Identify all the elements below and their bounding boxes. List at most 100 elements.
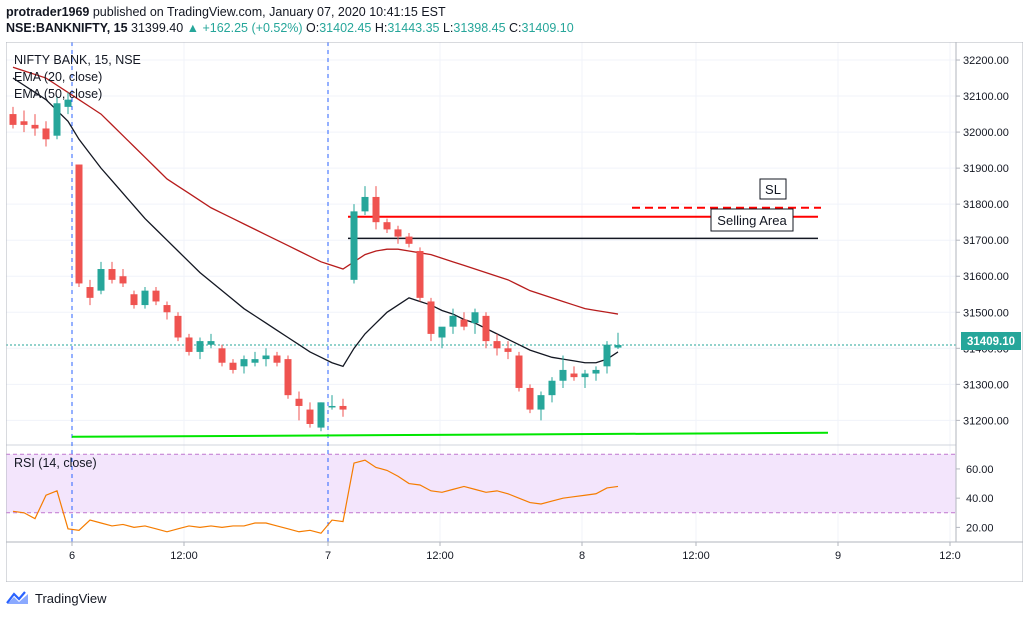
candle-body xyxy=(131,294,138,305)
y-tick-label: 31900.00 xyxy=(963,163,1009,175)
candle-body xyxy=(153,291,160,302)
candle-body xyxy=(494,341,501,348)
sl-annotation[interactable]: SL xyxy=(760,179,786,199)
candle-body xyxy=(296,399,303,406)
candle-up xyxy=(351,204,358,283)
candle-body xyxy=(395,229,402,236)
publish-header: protrader1969 published on TradingView.c… xyxy=(6,4,574,36)
symbol-quote-line: NSE:BANKNIFTY, 15 31399.40 ▲ +162.25 (+0… xyxy=(6,20,574,36)
candle-body xyxy=(483,316,490,341)
x-tick-label: 12:0 xyxy=(939,550,960,562)
candle-body xyxy=(208,341,215,345)
candle-body xyxy=(142,291,149,305)
candle-body xyxy=(98,269,105,291)
chart-container[interactable]: 31200.0031300.0031400.0031500.0031600.00… xyxy=(6,42,1023,587)
x-tick-label: 12:00 xyxy=(170,550,198,562)
y-tick-label: 32000.00 xyxy=(963,127,1009,139)
y-tick-label: 31500.00 xyxy=(963,307,1009,319)
selling-area-text: Selling Area xyxy=(717,213,787,228)
candle-body xyxy=(461,319,468,326)
x-tick-label: 8 xyxy=(579,550,585,562)
y-tick-label: 31700.00 xyxy=(963,235,1009,247)
candle-body xyxy=(527,388,534,410)
legend-title: NIFTY BANK, 15, NSE xyxy=(14,53,141,67)
candle-body xyxy=(373,197,380,222)
y-tick-label: 32100.00 xyxy=(963,91,1009,103)
candle-body xyxy=(351,211,358,279)
candle-body xyxy=(582,374,589,378)
candle-body xyxy=(340,406,347,410)
legend-ema20: EMA (20, close) xyxy=(14,70,102,84)
candle-body xyxy=(10,114,17,125)
candle-body xyxy=(32,125,39,129)
candle-down xyxy=(76,165,83,288)
candle-body xyxy=(428,301,435,333)
candle-body xyxy=(241,359,248,366)
y-tick-label: 31200.00 xyxy=(963,415,1009,427)
y-tick-label: 32200.00 xyxy=(963,55,1009,67)
price-change: ▲ +162.25 (+0.52%) xyxy=(183,21,302,35)
candle-body xyxy=(219,348,226,362)
low-label: L: xyxy=(440,21,454,35)
close-value: 31409.10 xyxy=(522,21,574,35)
rsi-band-fill xyxy=(6,454,956,512)
x-tick-label: 12:00 xyxy=(426,550,454,562)
candle-body xyxy=(186,337,193,351)
candle-body xyxy=(76,165,83,284)
candle-down xyxy=(527,384,534,413)
candle-body xyxy=(549,381,556,395)
candle-body xyxy=(472,312,479,323)
candle-body xyxy=(593,370,600,374)
candle-body xyxy=(362,197,369,211)
candle-body xyxy=(615,345,622,348)
candle-body xyxy=(329,406,336,408)
rsi-y-tick-label: 60.00 xyxy=(966,464,994,476)
x-tick-label: 7 xyxy=(325,550,331,562)
candle-down xyxy=(516,352,523,392)
candle-body xyxy=(505,348,512,352)
open-value: 31402.45 xyxy=(319,21,371,35)
candle-body xyxy=(252,359,259,363)
candle-body xyxy=(87,287,94,298)
candle-body xyxy=(538,395,545,409)
candle-body xyxy=(560,370,567,381)
low-value: 31398.45 xyxy=(453,21,505,35)
candle-body xyxy=(516,356,523,388)
candle-down xyxy=(285,356,292,399)
rsi-y-tick-label: 40.00 xyxy=(966,493,994,505)
footer-brand-text: TradingView xyxy=(35,591,107,606)
candle-body xyxy=(439,327,446,338)
candle-body xyxy=(274,356,281,363)
candle-down xyxy=(175,312,182,341)
publish-info: protrader1969 published on TradingView.c… xyxy=(6,4,574,20)
footer-brand[interactable]: TradingView xyxy=(6,590,107,606)
last-price: 31399.40 xyxy=(128,21,184,35)
candle-body xyxy=(307,410,314,424)
price-chart-svg[interactable]: 31200.0031300.0031400.0031500.0031600.00… xyxy=(6,42,1023,582)
rsi-y-tick-label: 20.00 xyxy=(966,522,994,534)
x-tick-label: 6 xyxy=(69,550,75,562)
author-name[interactable]: protrader1969 xyxy=(6,5,89,19)
candle-body xyxy=(417,251,424,298)
candle-body xyxy=(285,359,292,395)
candle-body xyxy=(450,316,457,327)
candle-body xyxy=(384,222,391,229)
candle-body xyxy=(571,374,578,378)
high-value: 31443.35 xyxy=(387,21,439,35)
high-label: H: xyxy=(371,21,387,35)
candle-body xyxy=(406,237,413,244)
candle-body xyxy=(120,276,127,283)
sl-text: SL xyxy=(765,182,781,197)
y-tick-label: 31800.00 xyxy=(963,199,1009,211)
x-tick-label: 9 xyxy=(835,550,841,562)
candle-body xyxy=(230,363,237,370)
last-price-tag-text: 31409.10 xyxy=(967,336,1015,348)
selling-area-annotation[interactable]: Selling Area xyxy=(711,209,793,231)
publish-text: published on TradingView.com, January 07… xyxy=(89,5,445,19)
symbol-label: NSE:BANKNIFTY, 15 xyxy=(6,21,128,35)
x-tick-label: 12:00 xyxy=(682,550,710,562)
legend-rsi: RSI (14, close) xyxy=(14,456,97,470)
candle-body xyxy=(175,316,182,338)
candle-body xyxy=(54,103,61,135)
candle-body xyxy=(197,341,204,352)
